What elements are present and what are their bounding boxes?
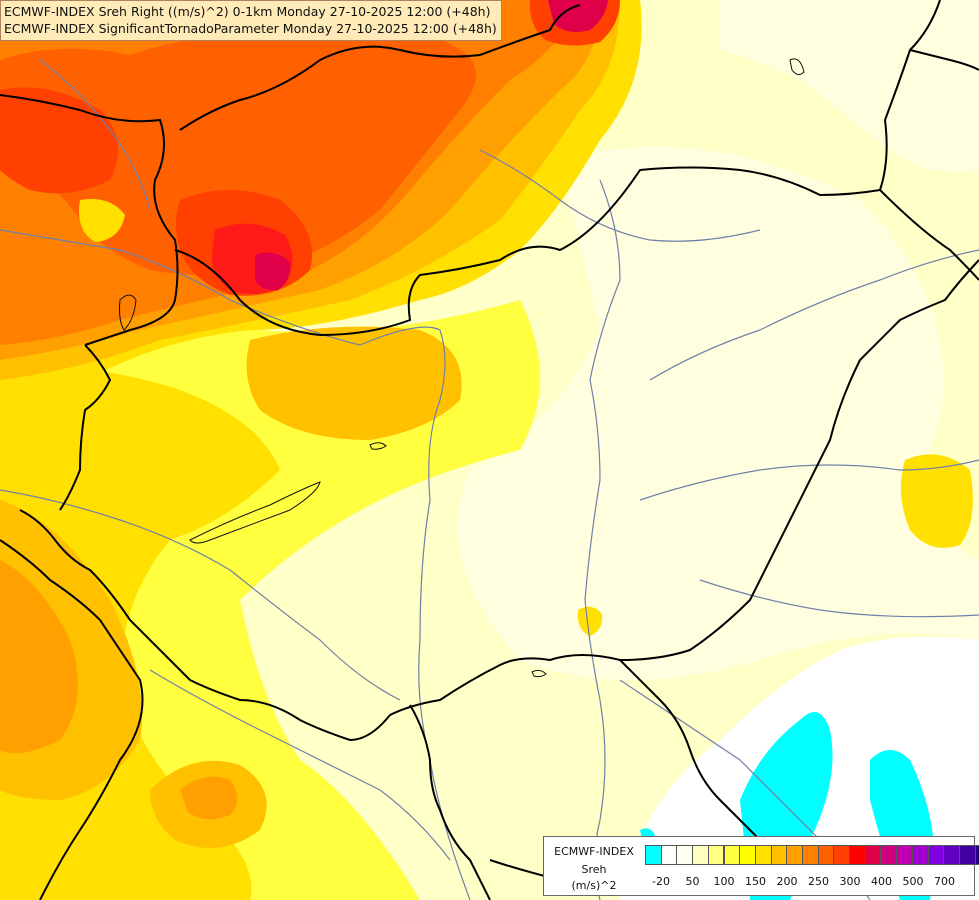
border-serbia-croatia xyxy=(409,704,491,900)
river-northwest xyxy=(39,59,151,211)
map-title-box: ECMWF-INDEX Sreh Right ((m/s)^2) 0-1km M… xyxy=(0,0,502,41)
legend-tick-label: 200 xyxy=(776,875,798,888)
legend-swatch xyxy=(880,845,898,865)
legend-swatch xyxy=(817,845,835,865)
river-east-b xyxy=(639,459,979,501)
field-crimson-northtop xyxy=(548,0,608,32)
legend-swatch xyxy=(943,845,960,865)
legend-swatch xyxy=(896,845,913,865)
field-amber-center xyxy=(246,326,462,440)
river-east-a xyxy=(649,249,979,381)
legend-tick-label: 500 xyxy=(902,875,924,888)
legend-swatch xyxy=(723,845,741,865)
border-hungary-croatia xyxy=(19,509,191,681)
legend-swatch xyxy=(754,845,772,865)
legend-swatch xyxy=(833,845,851,865)
border-north-slovakia xyxy=(179,4,581,131)
river-tisza xyxy=(584,179,621,900)
lake-layer xyxy=(119,58,805,678)
legend-swatch xyxy=(911,845,929,865)
field-pale-north-east xyxy=(720,0,979,173)
field-gold-small-spot xyxy=(577,606,603,636)
legend-swatch xyxy=(849,845,866,865)
lake-neusiedl xyxy=(119,294,137,331)
title-line-sreh: ECMWF-INDEX Sreh Right ((m/s)^2) 0-1km M… xyxy=(4,4,491,19)
border-hungary-austria xyxy=(59,344,112,511)
border-serbia-romania xyxy=(619,659,761,841)
border-slovakia-hungary xyxy=(174,166,979,337)
legend-swatch xyxy=(959,845,976,865)
field-gold-northwest-spot xyxy=(79,199,125,242)
border-north-east-2 xyxy=(909,49,979,71)
legend-tick-label: 150 xyxy=(745,875,766,888)
field-orange-south-patch xyxy=(180,776,238,820)
border-hungary-serbia xyxy=(189,654,621,742)
border-north xyxy=(0,94,179,346)
legend-tick-label: 100 xyxy=(713,875,735,888)
lake-small-3 xyxy=(531,669,547,678)
lake-small-1 xyxy=(369,442,387,450)
legend-tick-label: 50 xyxy=(685,875,700,888)
legend-swatch xyxy=(707,845,725,865)
legend-swatch xyxy=(864,845,882,865)
title-line-stp: ECMWF-INDEX SignificantTornadoParameter … xyxy=(4,21,497,36)
legend-source: ECMWF-INDEX xyxy=(554,845,634,858)
color-legend: ECMWF-INDEX Sreh (m/s)^2 -20 50 100 150 200 2… xyxy=(543,836,979,896)
legend-swatch xyxy=(974,845,979,865)
border-north-east xyxy=(879,0,941,191)
legend-swatch xyxy=(676,845,694,865)
lake-small-2 xyxy=(789,58,805,76)
river-south-west xyxy=(149,669,451,861)
legend-swatch xyxy=(802,845,819,865)
river-east-c xyxy=(699,579,979,618)
field-pale-east xyxy=(457,146,979,680)
river-danube-north xyxy=(0,229,471,900)
legend-parameter: Sreh xyxy=(581,863,607,876)
river-drava xyxy=(0,489,401,701)
legend-tick-label: 400 xyxy=(871,875,892,888)
field-gold-east-spot xyxy=(901,454,973,548)
field-orange-light-southwest xyxy=(0,560,78,754)
legend-tick-label: 700 xyxy=(934,875,955,888)
legend-swatch xyxy=(927,845,945,865)
river-north-a xyxy=(479,149,761,242)
legend-swatch xyxy=(645,845,662,865)
legend-swatch xyxy=(739,845,756,865)
legend-tick-label: 250 xyxy=(808,875,829,888)
lake-balaton xyxy=(189,481,321,544)
legend-unit: (m/s)^2 xyxy=(571,879,617,892)
river-layer xyxy=(0,59,979,900)
legend-tick-label: -20 xyxy=(652,875,670,888)
legend-swatch xyxy=(660,845,678,865)
legend-swatch xyxy=(692,845,709,865)
field-crimson-core xyxy=(255,252,291,291)
border-hungary-romania xyxy=(619,259,979,661)
legend-tick-label: 300 xyxy=(839,875,861,888)
legend-swatch xyxy=(786,845,803,865)
legend-swatch xyxy=(770,845,788,865)
border-southwest xyxy=(0,539,144,900)
